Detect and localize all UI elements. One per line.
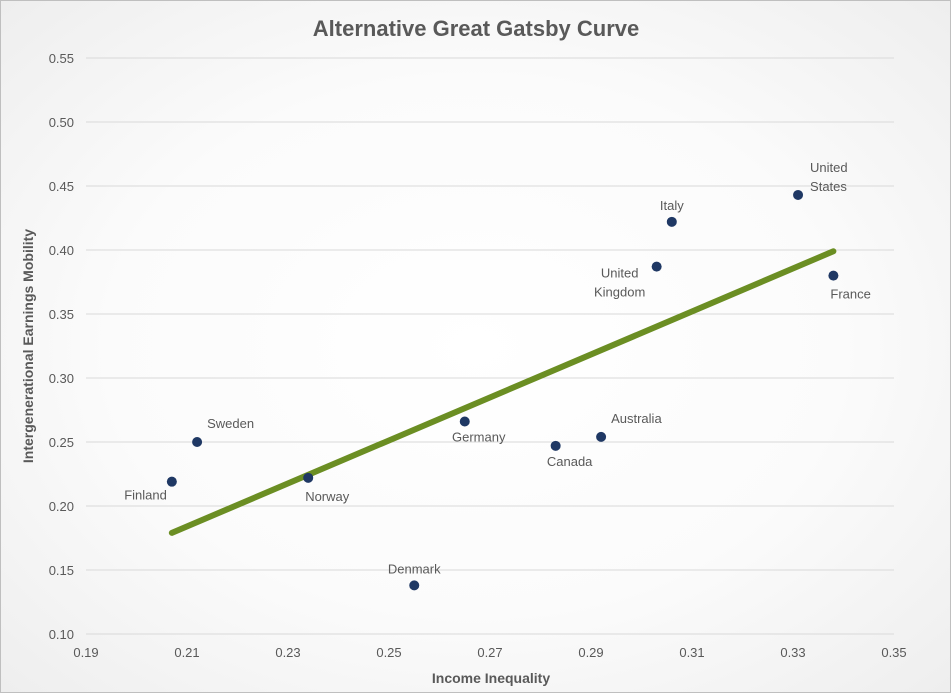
y-tick-label: 0.55	[49, 51, 74, 66]
data-point-label: Germany	[452, 430, 506, 445]
data-point-label: Sweden	[207, 416, 254, 431]
data-point-label: Norway	[305, 489, 350, 504]
data-point-label: Australia	[611, 411, 662, 426]
y-tick-label: 0.30	[49, 371, 74, 386]
x-tick-label: 0.23	[275, 645, 300, 660]
data-point-label: Denmark	[388, 561, 441, 576]
data-point-label-line: Finland	[124, 488, 167, 503]
data-point-label-line: Denmark	[388, 561, 441, 576]
data-point	[166, 476, 177, 487]
data-points	[166, 189, 839, 591]
y-tick-label: 0.50	[49, 115, 74, 130]
x-tick-label: 0.21	[174, 645, 199, 660]
data-point	[651, 261, 662, 272]
y-tick-label: 0.45	[49, 179, 74, 194]
data-point-label: United States	[810, 160, 848, 194]
data-point	[666, 216, 677, 227]
data-point-label-line: Canada	[547, 454, 593, 469]
data-point-label: Italy	[660, 198, 684, 213]
y-axis-title: Intergenerational Earnings Mobility	[20, 229, 36, 463]
data-point-label-line: Italy	[660, 198, 684, 213]
data-point	[793, 189, 804, 200]
data-point-label-line: Sweden	[207, 416, 254, 431]
data-point-label: United Kingdom	[594, 266, 645, 300]
data-point	[828, 270, 839, 281]
data-point	[459, 416, 470, 427]
trend-line	[168, 248, 837, 536]
data-point	[409, 580, 420, 591]
data-point-labels: Finland Sweden Norway Denmark Germany Canada A…	[124, 160, 871, 576]
y-tick-label: 0.40	[49, 243, 74, 258]
data-point-label-line: Norway	[305, 489, 350, 504]
x-tick-label: 0.29	[578, 645, 603, 660]
x-tick-label: 0.35	[881, 645, 906, 660]
x-tick-label: 0.19	[73, 645, 98, 660]
data-point	[192, 437, 203, 447]
gridlines	[86, 57, 894, 635]
data-point-label-line: Germany	[452, 430, 506, 445]
y-tick-labels: 0.10 0.15 0.20 0.25 0.30 0.35 0.40 0.45 0.50 0.55	[49, 51, 74, 642]
y-tick-label: 0.10	[49, 627, 74, 642]
data-point-label-line: Kingdom	[594, 285, 645, 300]
data-point-label: Finland	[124, 488, 167, 503]
data-point-label-line: France	[830, 287, 870, 302]
data-point-label-line: Australia	[611, 411, 662, 426]
x-tick-label: 0.31	[679, 645, 704, 660]
data-point-label-line: States	[810, 179, 847, 194]
y-tick-label: 0.15	[49, 563, 74, 578]
data-point-label-line: United	[601, 266, 639, 281]
x-tick-label: 0.33	[780, 645, 805, 660]
x-tick-label: 0.25	[376, 645, 401, 660]
data-point-label: France	[830, 287, 870, 302]
data-point	[550, 440, 561, 451]
y-tick-label: 0.35	[49, 307, 74, 322]
data-point	[596, 431, 607, 442]
x-tick-labels: 0.19 0.21 0.23 0.25 0.27 0.29 0.31 0.33 0.35	[73, 645, 906, 660]
chart-title: Alternative Great Gatsby Curve	[313, 16, 639, 41]
x-axis-title: Income Inequality	[432, 670, 550, 686]
x-tick-label: 0.27	[477, 645, 502, 660]
y-tick-label: 0.25	[49, 435, 74, 450]
y-tick-label: 0.20	[49, 499, 74, 514]
data-point	[303, 472, 314, 483]
data-point-label-line: United	[810, 160, 848, 175]
data-point-label: Canada	[547, 454, 593, 469]
